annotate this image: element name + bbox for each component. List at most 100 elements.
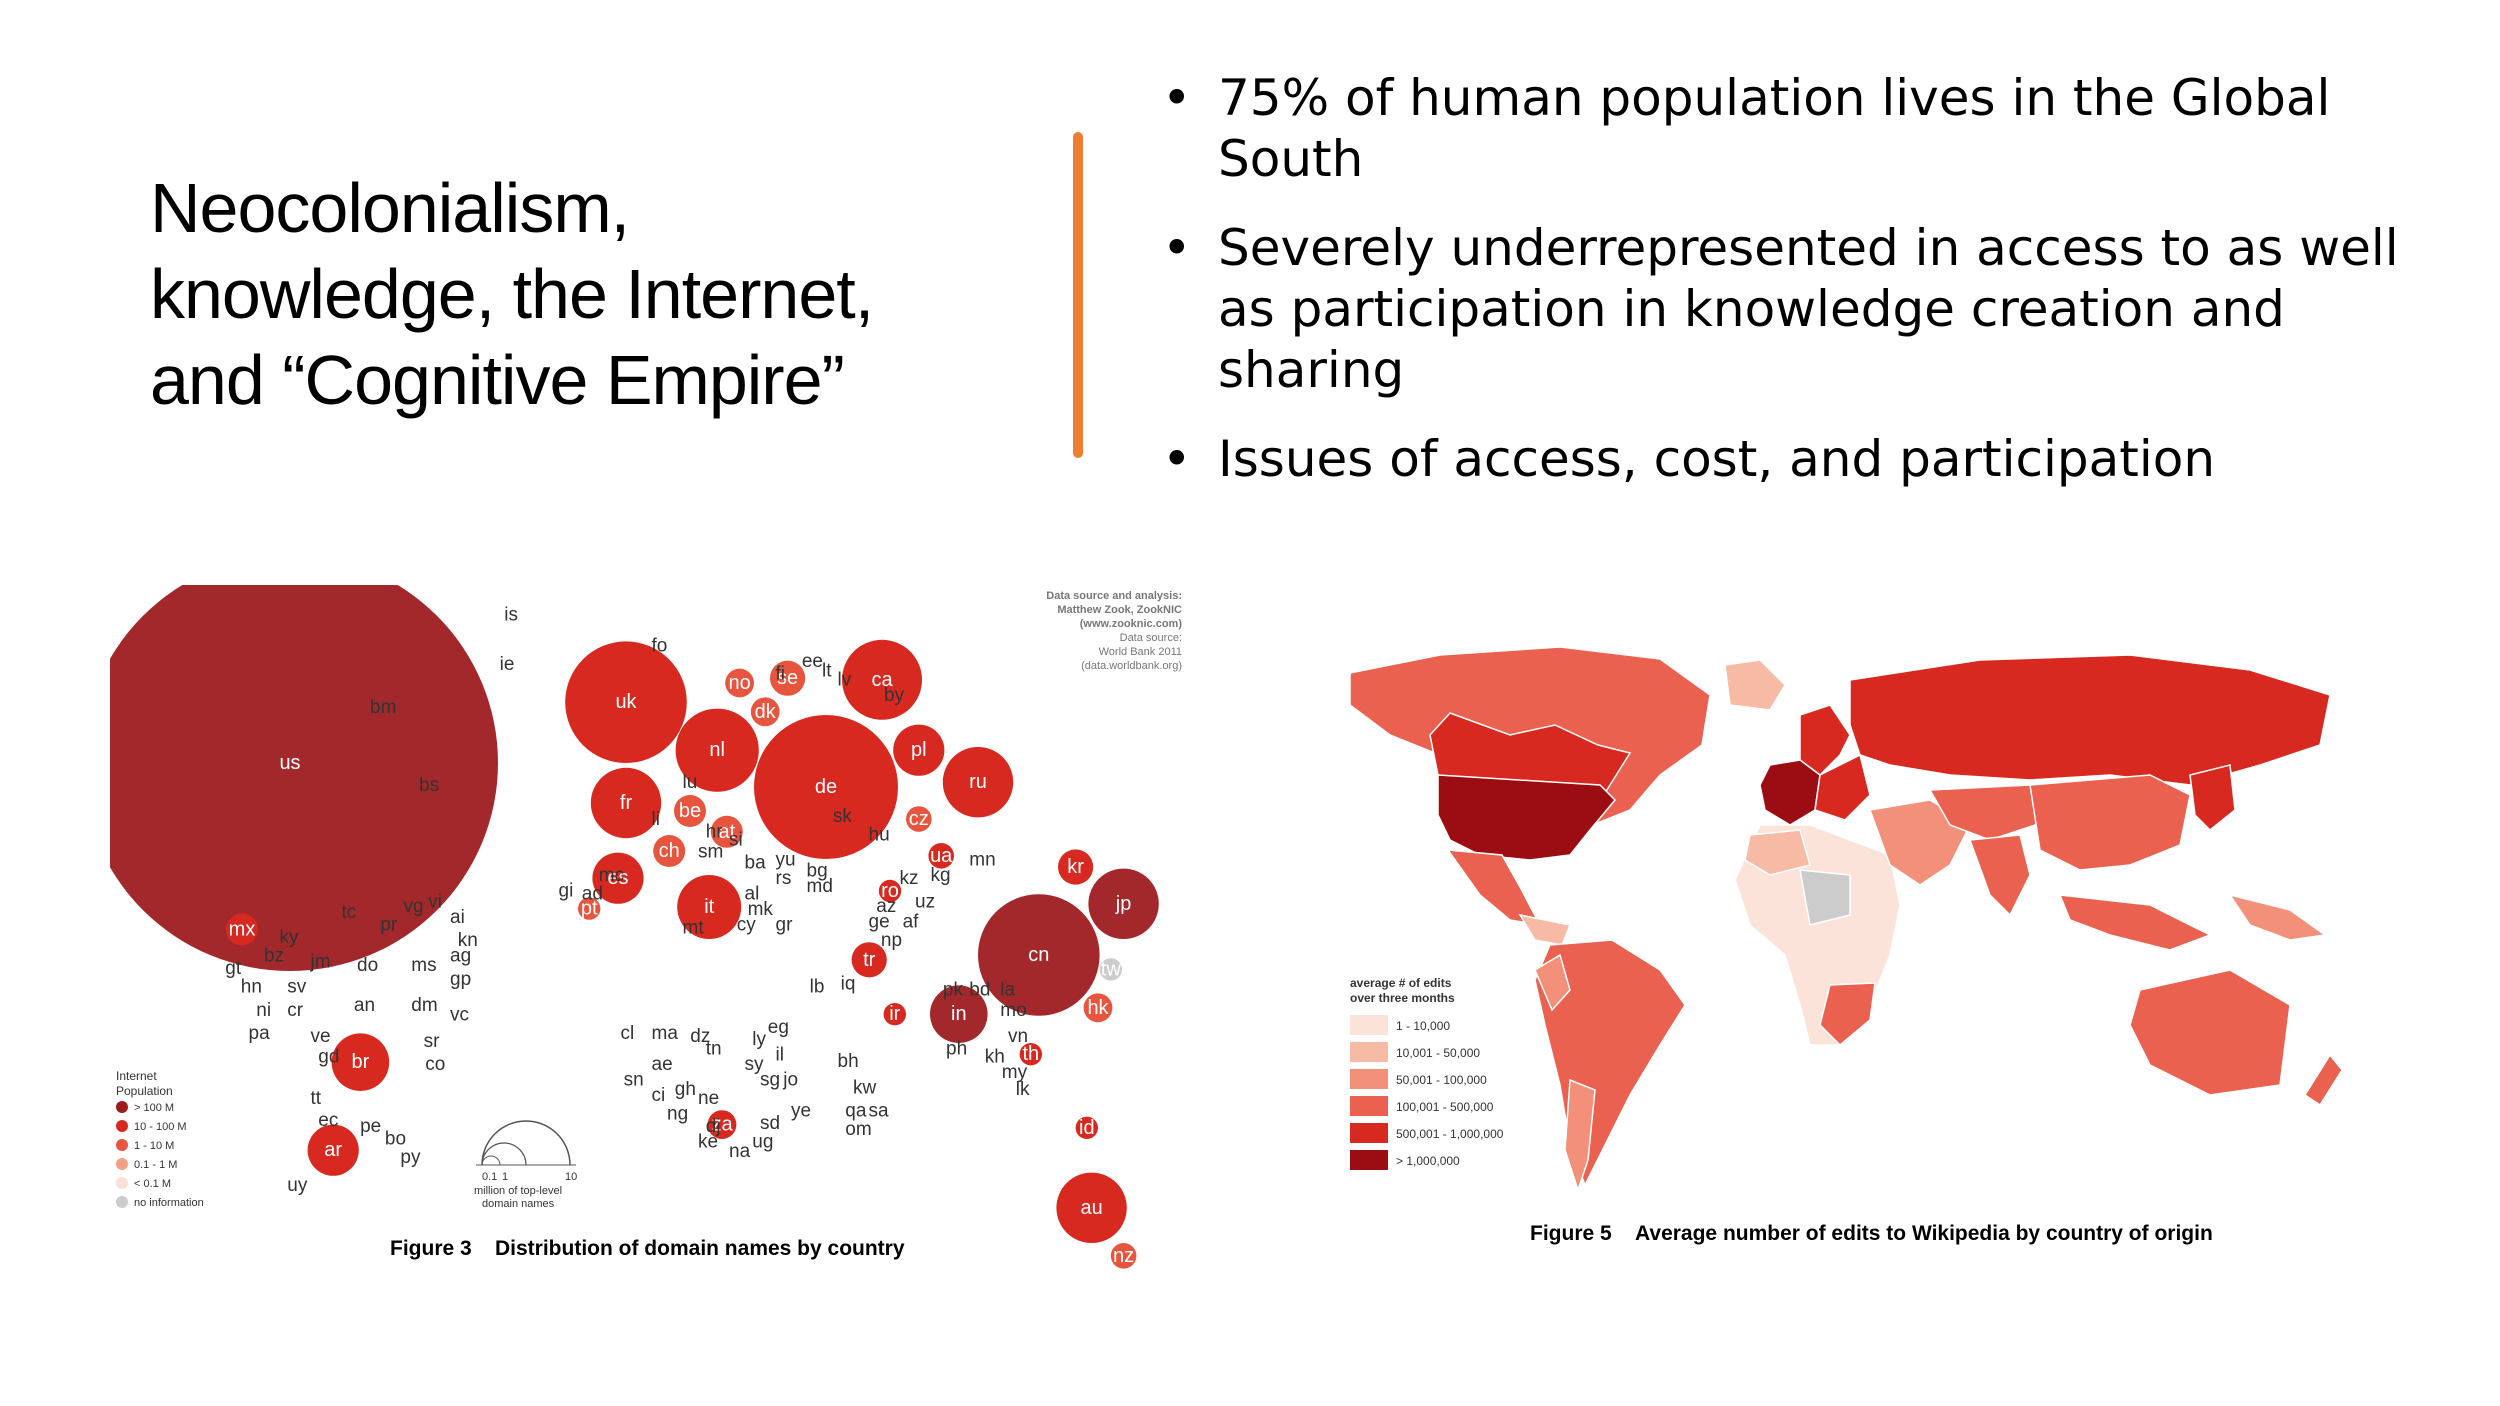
bubble-cz <box>906 806 932 832</box>
bubble-ro <box>878 879 902 903</box>
region-central-asia <box>1928 784 2052 841</box>
region-mexico <box>1446 849 1542 926</box>
country-label-tt: tt <box>311 1088 322 1109</box>
legend-swatch <box>116 1158 128 1170</box>
country-label-sm: sm <box>698 842 723 863</box>
bubble-label-cz: cz <box>909 808 929 830</box>
bubble-label-fr: fr <box>620 792 633 814</box>
bubble-ca <box>842 639 922 720</box>
country-label-ci: ci <box>652 1085 666 1106</box>
region-papua <box>2228 893 2327 941</box>
bubble-label-mx: mx <box>229 918 256 940</box>
country-label-af: af <box>903 911 920 932</box>
figure-wikipedia-edits: average # of edits over three months 1 -… <box>1330 625 2430 1255</box>
legend-label: 1 - 10,000 <box>1396 1019 1450 1033</box>
region-australia <box>2129 969 2291 1096</box>
country-label-cl: cl <box>621 1023 635 1044</box>
country-label-ky: ky <box>280 927 300 948</box>
country-label-lu: lu <box>683 772 698 793</box>
bubble-label-id: id <box>1079 1117 1095 1139</box>
country-label-sk: sk <box>833 806 853 827</box>
bubble-label-be: be <box>679 800 701 822</box>
legend-label: > 1,000,000 <box>1396 1154 1460 1168</box>
bubble-hk <box>1083 993 1113 1023</box>
bubble-ir <box>883 1003 906 1026</box>
bubble-label-th: th <box>1022 1043 1039 1065</box>
size-scale: 0.1 1 10 million of top-level domain nam… <box>474 1120 577 1210</box>
country-label-ve: ve <box>311 1026 331 1047</box>
bubble-label-jp: jp <box>1115 893 1132 915</box>
country-label-li: li <box>652 809 660 830</box>
scale-label: domain names <box>482 1198 555 1210</box>
bubble-label-pl: pl <box>911 739 927 761</box>
bubble-label-dk: dk <box>755 701 777 723</box>
country-label-co: co <box>425 1054 445 1075</box>
bubble-au <box>1056 1172 1127 1243</box>
bullet-item: 75% of human population lives in the Glo… <box>1162 68 2452 190</box>
scale-arc-medium <box>481 1142 527 1166</box>
country-label-ni: ni <box>256 1000 271 1021</box>
scale-tick: 10 <box>565 1171 577 1183</box>
bubble-ch <box>653 835 686 867</box>
country-label-az: az <box>876 896 896 917</box>
country-label-hr: hr <box>706 822 724 843</box>
bubble-label-br: br <box>352 1051 370 1073</box>
legend-title: average # of edits <box>1350 976 1452 990</box>
country-label-vg: vg <box>404 896 424 917</box>
bubble-tw <box>1099 958 1122 981</box>
country-label-ai: ai <box>450 907 465 928</box>
country-label-sy: sy <box>745 1054 765 1075</box>
country-label-yu: yu <box>776 849 796 870</box>
bubble-label-kr: kr <box>1067 856 1084 878</box>
bubble-label-nz: nz <box>1113 1245 1134 1267</box>
country-label-la: la <box>1000 980 1015 1001</box>
legend-label: 0.1 - 1 M <box>134 1159 177 1171</box>
country-label-sa: sa <box>869 1101 890 1122</box>
bullet-item: Issues of access, cost, and participatio… <box>1162 429 2452 490</box>
slide-title: Neocolonialism, knowledge, the Internet,… <box>150 165 1010 423</box>
country-label-mt: mt <box>683 918 705 939</box>
region-argentina <box>1564 1078 1596 1193</box>
legend-swatch <box>1350 1042 1388 1062</box>
country-label-tn: tn <box>706 1039 722 1060</box>
title-line-1: Neocolonialism, <box>150 169 630 247</box>
region-central-europe <box>1814 753 1871 821</box>
country-label-lk: lk <box>1016 1079 1030 1100</box>
country-label-kw: kw <box>853 1077 877 1098</box>
bubble-th <box>1019 1043 1042 1066</box>
country-label-pk: pk <box>943 980 964 1001</box>
bubble-se <box>770 660 806 696</box>
bubble-za <box>707 1110 737 1139</box>
country-label-mn: mn <box>969 849 995 870</box>
bubble-label-se: se <box>777 667 798 689</box>
bubble-tr <box>851 942 887 978</box>
bubble-ar <box>307 1124 359 1176</box>
bubble-label-at: at <box>718 821 735 843</box>
country-label-ae: ae <box>652 1054 673 1075</box>
region-no-data <box>1799 869 1851 926</box>
country-label-eg: eg <box>768 1017 789 1038</box>
bullet-list: 75% of human population lives in the Glo… <box>1162 68 2452 518</box>
country-label-cy: cy <box>737 915 757 936</box>
bubble-br <box>331 1033 390 1091</box>
legend-label: < 0.1 M <box>134 1178 171 1190</box>
figure3-caption-number: Figure 3 <box>390 1237 472 1260</box>
region-india <box>1968 834 2031 917</box>
source-line: (data.worldbank.org) <box>1081 660 1182 672</box>
country-label-mo: mo <box>1000 1000 1026 1021</box>
country-label-tc: tc <box>342 902 357 923</box>
bubble-jp <box>1088 868 1159 939</box>
bubble-ru <box>942 747 1014 818</box>
bubble-label-hk: hk <box>1087 997 1109 1019</box>
country-label-kz: kz <box>900 868 919 889</box>
country-label-pa: pa <box>249 1023 271 1044</box>
title-line-2: knowledge, the Internet, <box>150 255 874 333</box>
country-label-ug: ug <box>752 1132 773 1153</box>
country-label-ma: ma <box>652 1023 679 1044</box>
country-label-gp: gp <box>450 969 471 990</box>
scale-tick: 1 <box>502 1171 508 1183</box>
region-china <box>2029 774 2191 871</box>
country-label-fi: fi <box>776 663 786 684</box>
bubble-label-pt: pt <box>581 898 598 920</box>
